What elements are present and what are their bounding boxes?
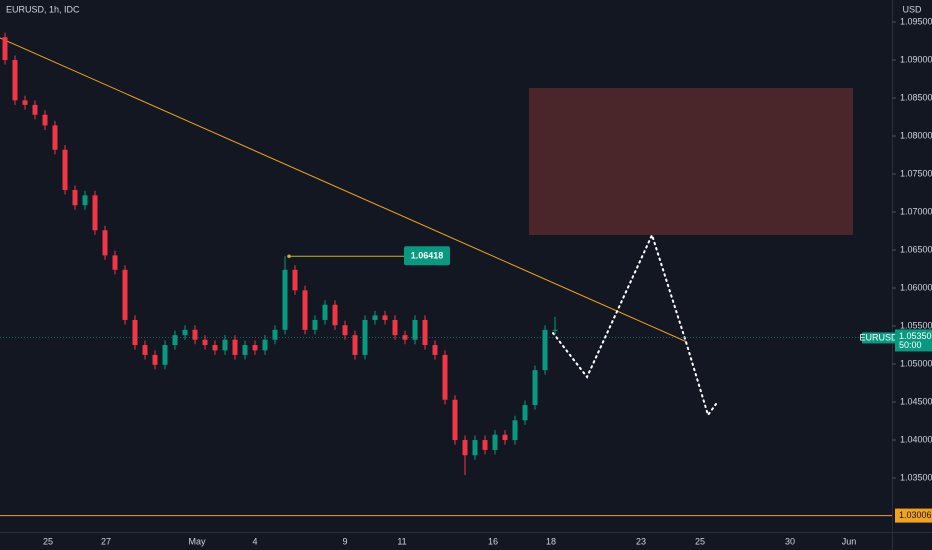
candle-body bbox=[542, 329, 548, 371]
y-tick-label: 1.04000 bbox=[900, 434, 932, 444]
candle-body bbox=[62, 149, 68, 190]
current-price-tag bbox=[895, 329, 932, 352]
candle-body bbox=[162, 345, 168, 365]
candle-body bbox=[512, 420, 518, 441]
horizontal-line-label: 1.03006 bbox=[899, 510, 932, 520]
target-zone bbox=[529, 88, 853, 235]
candle-body bbox=[282, 269, 288, 330]
price-marker-label: 1.06418 bbox=[411, 251, 444, 261]
y-tick-label: 1.04500 bbox=[900, 396, 932, 406]
candle-body bbox=[102, 230, 108, 256]
x-tick-label: 30 bbox=[785, 536, 795, 546]
x-tick-label: 18 bbox=[546, 536, 556, 546]
currency-label: USD bbox=[902, 4, 922, 14]
y-tick-label: 1.05500 bbox=[900, 320, 932, 330]
candle-body bbox=[482, 440, 488, 450]
candle-body bbox=[372, 315, 378, 320]
candle-body bbox=[122, 269, 128, 320]
candle-body bbox=[552, 329, 558, 331]
candle-body bbox=[182, 329, 188, 336]
candle-body bbox=[92, 195, 98, 231]
candle-body bbox=[352, 335, 358, 355]
candle-body bbox=[242, 345, 248, 355]
candle-body bbox=[32, 104, 38, 115]
projection-path bbox=[552, 232, 717, 418]
y-tick-label: 1.06000 bbox=[900, 282, 932, 292]
y-tick-label: 1.06500 bbox=[900, 244, 932, 254]
candle-body bbox=[362, 319, 368, 355]
candle-body bbox=[152, 354, 158, 365]
x-tick-label: 27 bbox=[101, 536, 111, 546]
countdown-label: 50:00 bbox=[899, 340, 922, 350]
chart-title: EURUSD, 1h, IDC bbox=[6, 4, 80, 14]
candle-body bbox=[412, 319, 418, 340]
candle-body bbox=[272, 329, 278, 340]
candle-body bbox=[532, 370, 538, 406]
candle-body bbox=[322, 304, 328, 320]
y-tick-label: 1.05000 bbox=[900, 358, 932, 368]
candle-body bbox=[262, 339, 268, 351]
candle-body bbox=[142, 345, 148, 355]
candle-body bbox=[392, 319, 398, 336]
price-marker-dot bbox=[287, 254, 291, 259]
candle-body bbox=[52, 125, 58, 150]
candle-body bbox=[382, 315, 388, 320]
candle-body bbox=[2, 37, 8, 61]
candle-body bbox=[292, 269, 298, 291]
candle-body bbox=[22, 100, 28, 105]
candle-body bbox=[212, 345, 218, 351]
candle-body bbox=[192, 329, 198, 340]
y-tick-label: 1.08500 bbox=[900, 92, 932, 102]
current-price-label: 1.05350 bbox=[899, 331, 932, 341]
candle-body bbox=[202, 339, 208, 346]
x-tick-label: 9 bbox=[342, 536, 347, 546]
candle-body bbox=[172, 335, 178, 346]
y-tick-label: 1.07500 bbox=[900, 168, 932, 178]
x-tick-label: Jun bbox=[842, 536, 857, 546]
y-tick-label: 1.09500 bbox=[900, 16, 932, 26]
x-tick-label: 25 bbox=[695, 536, 705, 546]
candle-body bbox=[232, 339, 238, 355]
x-tick-label: 4 bbox=[252, 536, 257, 546]
y-tick-label: 1.08000 bbox=[900, 130, 932, 140]
y-tick-label: 1.09000 bbox=[900, 54, 932, 64]
candle-body bbox=[472, 440, 478, 456]
symbol-tag bbox=[862, 332, 895, 344]
x-tick-label: 25 bbox=[43, 536, 53, 546]
candle-body bbox=[222, 339, 228, 351]
candle-body bbox=[332, 304, 338, 326]
candle-body bbox=[12, 60, 18, 101]
candle-body bbox=[462, 440, 468, 456]
x-tick-label: 11 bbox=[397, 536, 406, 546]
candle-body bbox=[492, 434, 498, 450]
y-tick-label: 1.07000 bbox=[900, 206, 932, 216]
symbol-label: EURUSD bbox=[859, 332, 898, 342]
candle-body bbox=[112, 255, 118, 270]
candle-body bbox=[342, 325, 348, 336]
x-tick-label: 16 bbox=[488, 536, 498, 546]
candle-body bbox=[422, 319, 428, 346]
candle-body bbox=[42, 114, 48, 126]
candle-body bbox=[82, 195, 88, 206]
x-tick-label: 23 bbox=[636, 536, 646, 546]
x-tick-label: May bbox=[188, 536, 206, 546]
price-marker-box bbox=[404, 246, 450, 266]
trend-line bbox=[0, 37, 688, 343]
horizontal-line-tag bbox=[895, 508, 932, 523]
candle-body bbox=[442, 354, 448, 400]
candle-body bbox=[302, 290, 308, 330]
plot-area bbox=[2, 32, 558, 475]
candle-body bbox=[312, 319, 318, 330]
candle-body bbox=[432, 345, 438, 355]
y-tick-label: 1.03500 bbox=[900, 472, 932, 482]
candle-body bbox=[502, 434, 508, 441]
candle-body bbox=[452, 399, 458, 441]
candle-body bbox=[72, 190, 78, 206]
candle-body bbox=[252, 345, 258, 351]
candle-body bbox=[132, 319, 138, 346]
candle-body bbox=[522, 405, 528, 421]
